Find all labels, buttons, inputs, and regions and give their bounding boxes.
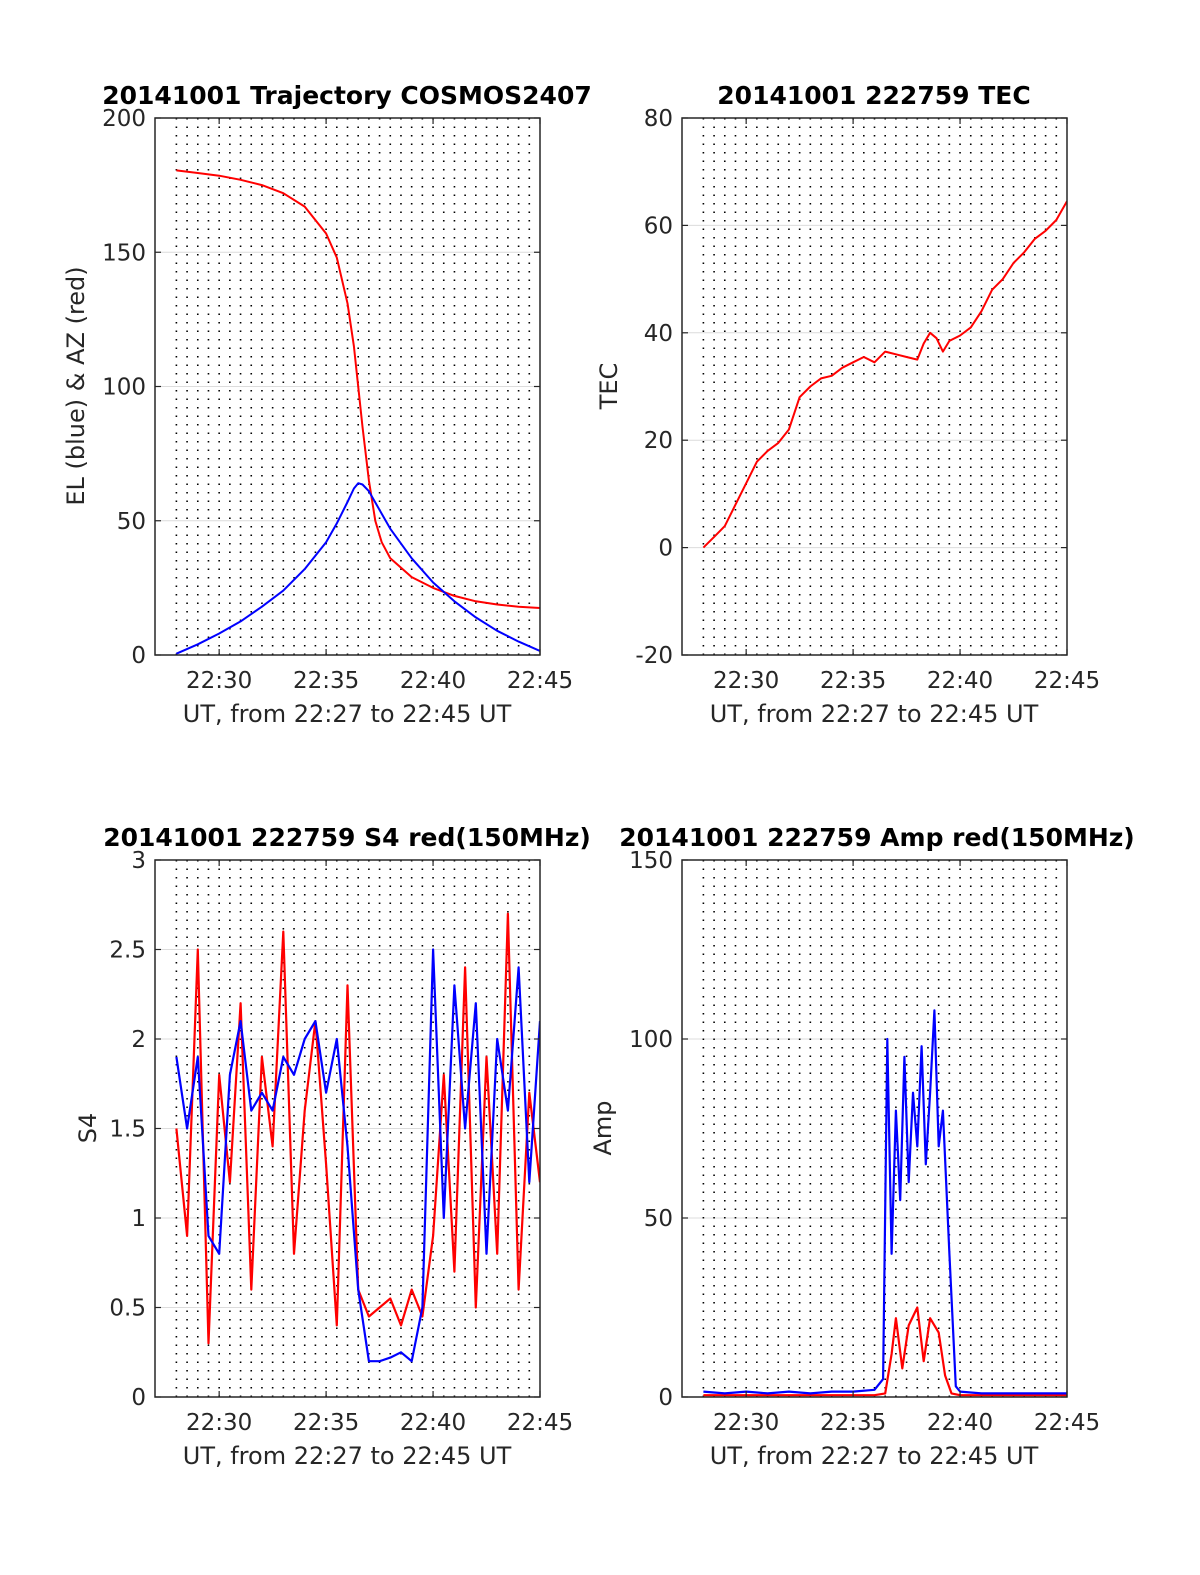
s4-xlabel: UT, from 22:27 to 22:45 UT bbox=[183, 1442, 512, 1470]
x-tick-label: 22:35 bbox=[293, 1410, 359, 1436]
x-tick-label: 22:45 bbox=[1034, 1410, 1100, 1436]
y-tick-label: 20 bbox=[644, 428, 673, 454]
amp-axes-box bbox=[681, 859, 1068, 1398]
y-tick-label: 2.5 bbox=[109, 938, 146, 964]
trajectory-series-1-line bbox=[175, 482, 540, 655]
s4-axes-box bbox=[154, 859, 541, 1398]
s4-panel: 20141001 222759 S4 red(150MHz) UT, from … bbox=[74, 823, 591, 1470]
amp-panel: 20141001 222759 Amp red(150MHz) UT, from… bbox=[589, 823, 1135, 1470]
s4-title: 20141001 222759 S4 red(150MHz) bbox=[103, 823, 591, 852]
y-tick-label: 50 bbox=[117, 509, 146, 535]
amp-series-1-line bbox=[703, 1009, 1067, 1395]
x-tick-label: 22:35 bbox=[820, 1410, 886, 1436]
amp-series-0-line bbox=[703, 1306, 1067, 1397]
tec-title: 20141001 222759 TEC bbox=[717, 81, 1030, 110]
x-tick-label: 22:35 bbox=[820, 668, 886, 694]
x-tick-label: 22:30 bbox=[713, 1410, 779, 1436]
trajectory-title: 20141001 Trajectory COSMOS2407 bbox=[102, 81, 592, 110]
y-tick-label: 1.5 bbox=[109, 1117, 146, 1143]
tec-axes-box bbox=[681, 117, 1068, 656]
y-tick-label: 80 bbox=[644, 106, 673, 132]
s4-series-1-line bbox=[175, 948, 540, 1363]
y-tick-label: 0 bbox=[658, 536, 673, 562]
amp-xlabel: UT, from 22:27 to 22:45 UT bbox=[710, 1442, 1039, 1470]
trajectory-ylabel: EL (blue) & AZ (red) bbox=[62, 266, 90, 505]
y-tick-label: -20 bbox=[635, 643, 673, 669]
trajectory-series-0-line bbox=[176, 169, 540, 609]
y-tick-label: 100 bbox=[102, 375, 146, 401]
x-tick-label: 22:30 bbox=[186, 1410, 252, 1436]
tec-panel: 20141001 222759 TEC UT, from 22:27 to 22… bbox=[595, 81, 1100, 728]
x-tick-label: 22:45 bbox=[507, 1410, 573, 1436]
x-tick-label: 22:45 bbox=[1034, 668, 1100, 694]
x-tick-label: 22:40 bbox=[400, 668, 466, 694]
trajectory-panel: 20141001 Trajectory COSMOS2407 UT, from … bbox=[62, 81, 592, 728]
y-tick-label: 100 bbox=[629, 1027, 673, 1053]
x-tick-label: 22:40 bbox=[927, 1410, 993, 1436]
x-tick-label: 22:40 bbox=[400, 1410, 466, 1436]
tec-ylabel: TEC bbox=[595, 363, 623, 411]
x-tick-label: 22:30 bbox=[713, 668, 779, 694]
x-tick-label: 22:30 bbox=[186, 668, 252, 694]
y-tick-label: 0 bbox=[658, 1385, 673, 1411]
y-tick-label: 60 bbox=[644, 213, 673, 239]
y-tick-label: 2 bbox=[131, 1027, 146, 1053]
y-tick-label: 150 bbox=[102, 240, 146, 266]
x-tick-label: 22:45 bbox=[507, 668, 573, 694]
tec-xlabel: UT, from 22:27 to 22:45 UT bbox=[710, 700, 1039, 728]
y-tick-label: 0 bbox=[131, 1385, 146, 1411]
x-tick-label: 22:40 bbox=[927, 668, 993, 694]
tec-series-0-line bbox=[702, 200, 1067, 549]
x-tick-label: 22:35 bbox=[293, 668, 359, 694]
y-tick-label: 0 bbox=[131, 643, 146, 669]
y-tick-label: 0.5 bbox=[109, 1296, 146, 1322]
amp-ylabel: Amp bbox=[589, 1100, 617, 1155]
y-tick-label: 200 bbox=[102, 106, 146, 132]
y-tick-label: 40 bbox=[644, 321, 673, 347]
trajectory-xlabel: UT, from 22:27 to 22:45 UT bbox=[183, 700, 512, 728]
s4-ylabel: S4 bbox=[74, 1113, 102, 1144]
trajectory-axes-box bbox=[154, 117, 541, 656]
amp-title: 20141001 222759 Amp red(150MHz) bbox=[619, 823, 1135, 852]
y-tick-label: 1 bbox=[131, 1206, 146, 1232]
y-tick-label: 50 bbox=[644, 1206, 673, 1232]
y-tick-label: 150 bbox=[629, 848, 673, 874]
y-tick-label: 3 bbox=[131, 848, 146, 874]
